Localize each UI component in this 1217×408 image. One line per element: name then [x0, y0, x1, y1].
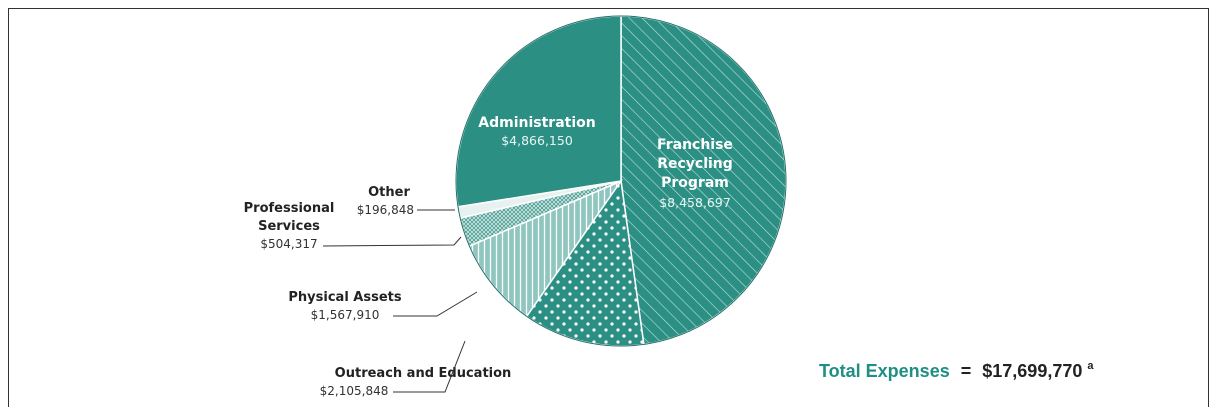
total-expenses: Total Expenses = $17,699,770 a — [819, 360, 1094, 381]
franchise-name-line1: Franchise — [657, 137, 733, 153]
physical-assets-label: Physical Assets $1,567,910 — [288, 290, 477, 322]
pie-chart: Administration $4,866,150 Franchise Recy… — [9, 9, 1210, 408]
outreach-education-label: Outreach and Education $2,105,848 — [320, 341, 512, 398]
administration-name: Administration — [478, 115, 595, 131]
professional-services-label: Professional Services $504,317 — [244, 201, 461, 251]
physical-assets-name: Physical Assets — [288, 290, 401, 305]
total-expenses-equals: = — [961, 361, 972, 381]
total-expenses-label: Total Expenses — [819, 361, 950, 381]
total-expenses-footnote: a — [1087, 360, 1094, 372]
outreach-education-value: $2,105,848 — [320, 384, 389, 398]
professional-services-name-line2: Services — [258, 219, 320, 234]
professional-services-value: $504,317 — [260, 237, 317, 251]
pie-slice-administration — [456, 16, 621, 207]
franchise-value: $8,458,697 — [659, 195, 731, 210]
physical-assets-leader-line — [393, 292, 477, 316]
professional-services-leader-line — [323, 237, 461, 246]
physical-assets-value: $1,567,910 — [311, 308, 380, 322]
other-label: Other $196,848 — [357, 185, 455, 217]
other-value: $196,848 — [357, 203, 414, 217]
franchise-name-line2: Recycling — [657, 156, 733, 172]
outreach-education-name: Outreach and Education — [335, 366, 512, 381]
other-name: Other — [368, 185, 410, 200]
administration-value: $4,866,150 — [501, 133, 573, 148]
chart-frame: Administration $4,866,150 Franchise Recy… — [8, 8, 1209, 407]
professional-services-name-line1: Professional — [244, 201, 335, 216]
franchise-name-line3: Program — [661, 175, 729, 191]
total-expenses-value: $17,699,770 — [982, 361, 1082, 381]
